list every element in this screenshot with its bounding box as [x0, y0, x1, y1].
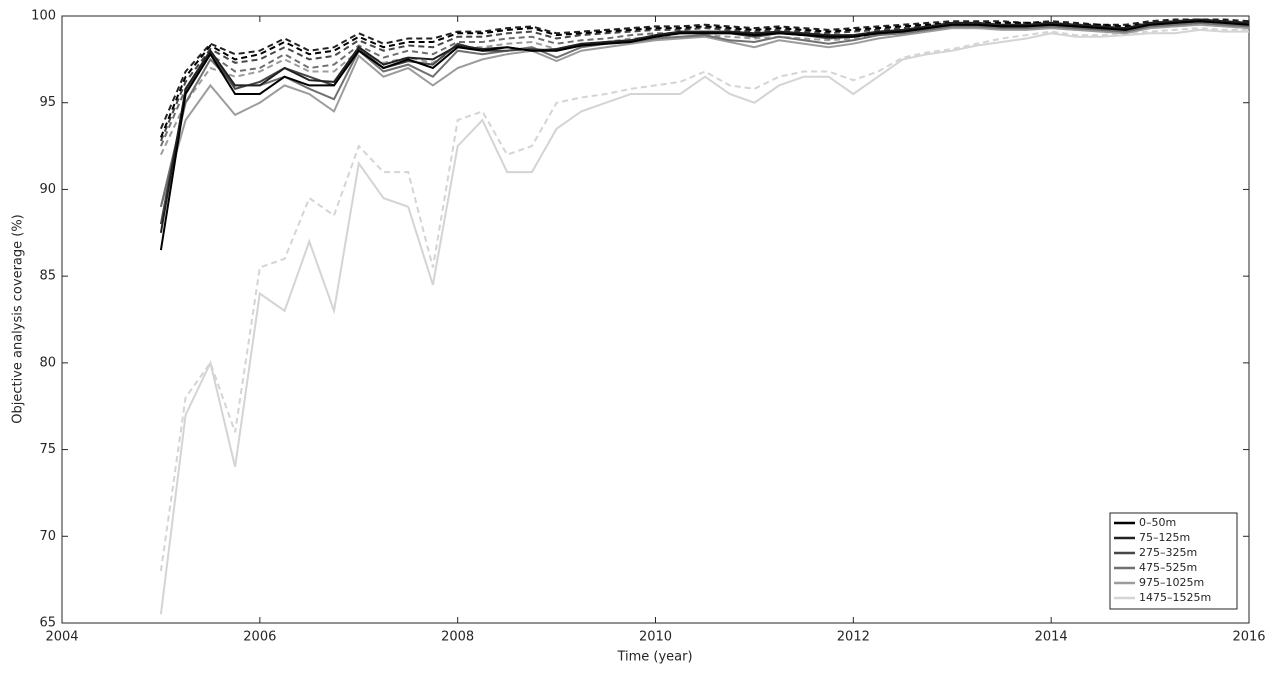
line — [159, 20, 1250, 251]
legend-label: 0–50m — [1139, 516, 1176, 529]
x-tick-label: 2008 — [441, 630, 474, 645]
legend-label: 1475–1525m — [1139, 591, 1211, 604]
line — [159, 28, 1249, 615]
x-tick-label: 2004 — [45, 630, 78, 645]
legend-label: 975–1025m — [1139, 576, 1204, 589]
y-tick-label: 100 — [31, 9, 56, 24]
line — [159, 18, 1250, 233]
x-tick-label: 2014 — [1035, 630, 1068, 645]
line — [159, 23, 1250, 208]
y-tick-label: 95 — [39, 95, 56, 110]
x-axis-label: Time (year) — [616, 650, 692, 665]
y-tick-label: 65 — [39, 616, 56, 631]
x-tick-label: 2016 — [1232, 630, 1265, 645]
legend-box — [1109, 512, 1238, 610]
x-tick-label: 2006 — [243, 630, 276, 645]
dashed-line — [159, 27, 1249, 572]
y-axis-label: Objective analysis coverage (%) — [11, 214, 26, 424]
y-tick-label: 70 — [39, 529, 56, 544]
y-tick-label: 80 — [39, 355, 56, 370]
dashed-line — [159, 18, 1250, 130]
y-tick-label: 75 — [39, 442, 56, 457]
x-tick-label: 2010 — [639, 630, 672, 645]
plot-frame — [61, 15, 1250, 624]
legend-label: 475–525m — [1139, 561, 1197, 574]
y-tick-label: 90 — [39, 182, 56, 197]
x-tick-label: 2012 — [837, 630, 870, 645]
legend-label: 275–325m — [1139, 546, 1197, 559]
legend-label: 75–125m — [1139, 531, 1190, 544]
line — [159, 21, 1250, 208]
y-tick-label: 85 — [39, 269, 56, 284]
